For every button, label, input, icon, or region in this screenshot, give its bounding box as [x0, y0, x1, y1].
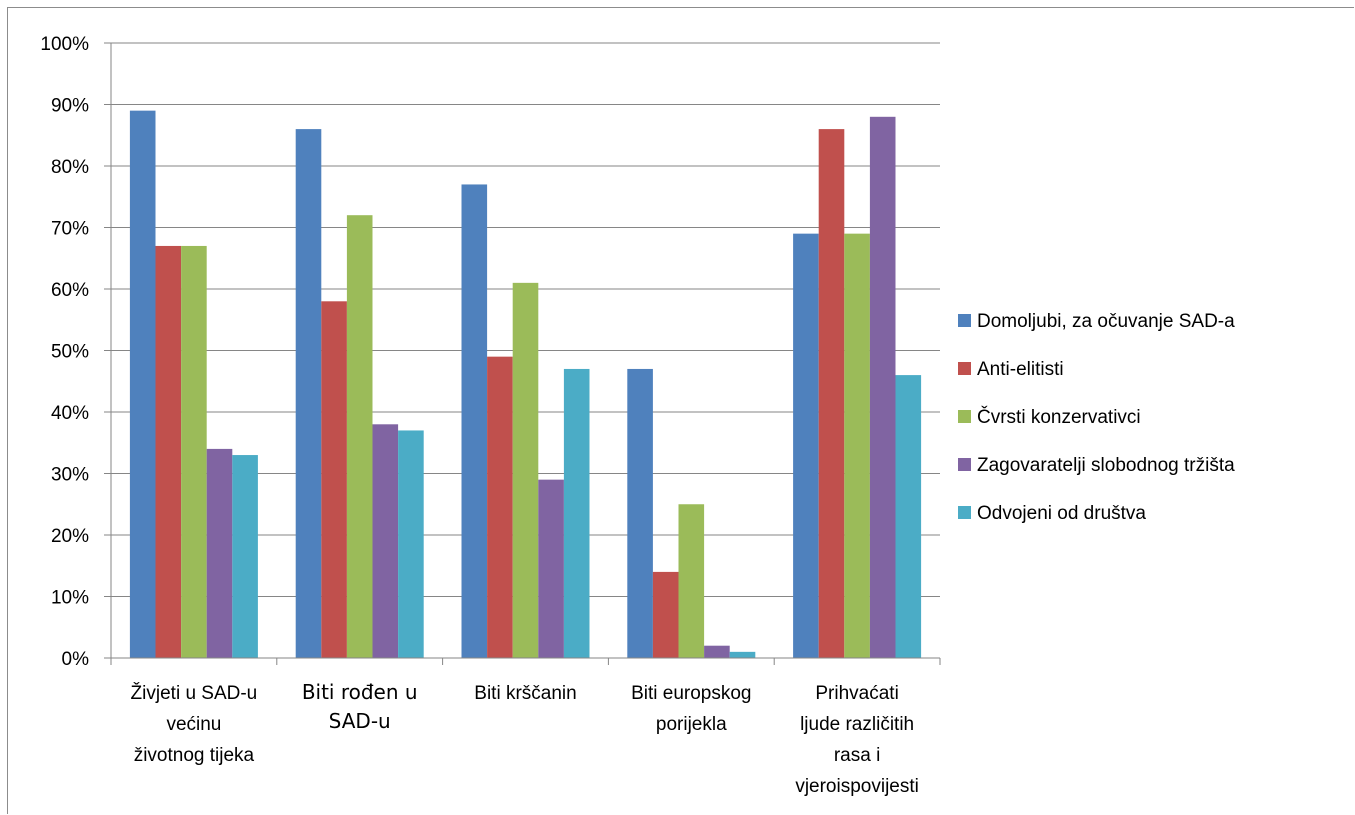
bar	[398, 430, 424, 658]
legend-swatch	[958, 410, 971, 423]
y-tick-label: 70%	[51, 219, 89, 240]
x-tick-label: Živjeti u SAD-u većinu životnog tijeka	[131, 682, 258, 766]
axes	[110, 43, 941, 665]
bar	[181, 245, 207, 658]
bar	[627, 368, 653, 658]
bar	[372, 424, 399, 658]
y-tick-label: 100%	[40, 34, 89, 55]
bar	[538, 479, 564, 658]
x-tick-label: Biti europskog porijekla	[631, 683, 751, 735]
x-tick-label: Biti krščanin	[474, 683, 576, 704]
legend: Domoljubi, za očuvanje SAD-a Anti-elitist…	[958, 311, 1235, 524]
y-tick-label: 90%	[51, 96, 89, 117]
bar	[232, 455, 258, 658]
bar	[793, 233, 819, 658]
bar	[155, 245, 182, 658]
legend-label: Domoljubi, za očuvanje SAD-a	[977, 311, 1235, 332]
bar	[321, 301, 347, 658]
y-tick-label: 0%	[62, 649, 90, 670]
legend-swatch	[958, 314, 971, 327]
y-tick-label: 60%	[51, 280, 89, 301]
y-tick-label: 40%	[51, 403, 89, 424]
bar	[487, 356, 513, 658]
bar	[295, 129, 322, 659]
y-tick-label: 20%	[51, 526, 89, 547]
bar	[678, 504, 705, 658]
legend-label: Čvrsti konzervativci	[977, 406, 1141, 428]
x-tick-label: Prihvaćati ljude različitih rasa i vjeroisp…	[795, 683, 919, 797]
bar	[895, 375, 922, 658]
legend-swatch	[958, 362, 971, 375]
legend-label: Anti-elitisti	[977, 359, 1064, 380]
bar	[512, 282, 539, 658]
y-axis-tick-labels: 0% 10% 20% 30% 40% 50% 60% 70% 80% 90% 100%	[40, 34, 89, 670]
y-tick-label: 10%	[51, 588, 89, 609]
bar	[818, 129, 845, 659]
bar	[461, 184, 488, 658]
bars	[129, 110, 922, 659]
bar	[652, 571, 679, 658]
bar	[869, 116, 896, 659]
y-tick-label: 30%	[51, 465, 89, 486]
legend-swatch	[958, 506, 971, 519]
legend-label: Odvojeni od društva	[977, 503, 1146, 524]
bar	[129, 110, 156, 658]
bar	[206, 448, 233, 658]
bar	[346, 215, 373, 658]
bar	[729, 651, 756, 658]
legend-label: Zagovaratelji slobodnog tržišta	[977, 455, 1235, 476]
bar	[563, 368, 590, 658]
y-tick-label: 50%	[51, 342, 89, 363]
x-axis-category-labels: Živjeti u SAD-u većinu životnog tijeka Biti…	[131, 680, 919, 797]
legend-swatch	[958, 458, 971, 471]
x-tick-label: Biti rođen u SAD-u	[302, 680, 418, 733]
chart-frame	[7, 7, 1354, 814]
bar	[704, 645, 730, 658]
bar	[844, 233, 870, 658]
y-tick-label: 80%	[51, 157, 89, 178]
